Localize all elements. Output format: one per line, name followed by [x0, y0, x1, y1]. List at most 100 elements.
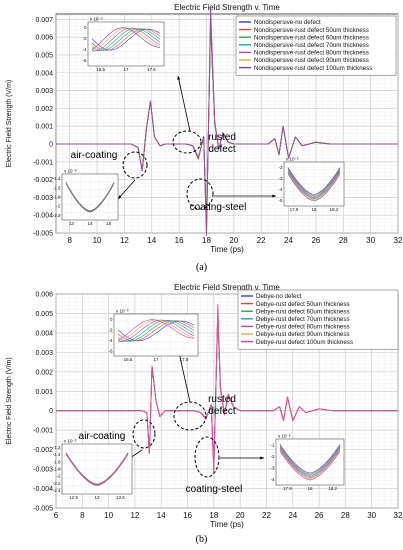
- inset-exponent: x 10⁻³: [278, 434, 291, 439]
- annotation-label: defect: [208, 144, 235, 155]
- inset-x-tick: 18: [311, 207, 317, 212]
- inset-series-line: [287, 170, 341, 199]
- inset-series-line: [91, 28, 161, 51]
- inset-y-tick: -2: [82, 36, 86, 41]
- inset-series-line: [91, 28, 161, 51]
- legend-label: Nondispersive-rust defect 70um thickness: [254, 42, 369, 49]
- legend-box: [235, 15, 397, 76]
- x-tick-label: 20: [229, 236, 238, 245]
- inset-series-line: [117, 320, 195, 342]
- annotation-label: rusted: [208, 394, 236, 405]
- x-tick-label: 18: [202, 236, 211, 245]
- inset-y-tick: -1: [270, 442, 274, 447]
- series-line: [56, 7, 398, 237]
- inset-y-tick: -3: [278, 176, 282, 181]
- inset-y-tick: -6: [82, 58, 86, 63]
- legend-label: Debye-rust defect 90um thickness: [256, 331, 350, 338]
- y-tick-label: -0.001: [33, 159, 53, 166]
- inset-series-line: [279, 447, 341, 477]
- y-tick-label: 0.002: [35, 369, 53, 376]
- inset-y-tick: -2: [56, 204, 60, 209]
- inset-series-line: [279, 450, 341, 480]
- legend-label: Debye-rust defect 70um thickness: [256, 316, 350, 323]
- x-tick-label: 24: [288, 511, 297, 520]
- y-tick-label: -0.002: [33, 177, 53, 184]
- inset-series-line: [65, 183, 115, 213]
- inset-series-line: [118, 319, 195, 342]
- inset-exponent: x 10⁻³: [286, 157, 299, 162]
- chart-panel-b: 6 8 10 12 14 16 18 20 22 24 26 28 30 32 0.006 0.005 0.00…: [0, 282, 403, 530]
- y-tick-label: 0.003: [35, 88, 53, 95]
- legend-label: Debye-no defect: [256, 293, 302, 300]
- chart-title: Electric Field Strength v. Time: [174, 283, 280, 292]
- inset-series-line: [117, 320, 195, 342]
- inset-series-line: [279, 446, 341, 476]
- inset-series-line: [117, 319, 195, 341]
- legend-label: Debye-rust defect 80um thickness: [256, 324, 350, 331]
- inset-series-line: [287, 171, 341, 200]
- legend-label: Nondispersive-rust defect 50um thickness: [254, 27, 369, 34]
- inset-y-tick: -2.2: [53, 213, 61, 218]
- inset-exponent: x 10⁻³: [64, 439, 77, 444]
- chart-b-svg: 6 8 10 12 14 16 18 20 22 24 26 28 30 32 0.006 0.005 0.00…: [6, 283, 403, 529]
- inset-y-tick: -1.6: [53, 185, 61, 190]
- x-tick-label: 28: [339, 236, 348, 245]
- x-tick-label: 20: [236, 511, 245, 520]
- inset-x-tick: 13: [94, 495, 100, 500]
- caption-b: (b): [195, 534, 208, 545]
- inset-y-tick: -6: [108, 348, 112, 353]
- inset-series-line: [65, 454, 129, 487]
- y-tick-label: 0.003: [35, 350, 53, 357]
- inset-y-tick: 0: [84, 25, 87, 30]
- highlight-ellipse: [186, 178, 214, 210]
- inset-y-tick: -5: [278, 198, 282, 203]
- inset-y-tick: -4: [108, 338, 112, 343]
- y-tick-label: 0.001: [35, 124, 53, 131]
- inset-y-tick: -2: [56, 474, 60, 479]
- legend-label: Debye-rust defect 100um thickness: [256, 339, 353, 346]
- inset-series-line: [279, 451, 341, 481]
- x-tick-label: 16: [183, 511, 192, 520]
- inset-series-line: [91, 27, 161, 50]
- inset-y-tick: -2: [270, 454, 274, 459]
- inset-exponent: x 10⁻³: [116, 309, 129, 314]
- inset-series-line: [91, 28, 161, 51]
- inset-series-line: [279, 448, 341, 478]
- inset-exponent: x 10⁻³: [64, 169, 77, 174]
- legend-box: [237, 289, 399, 350]
- y-tick-label: 0.005: [35, 52, 53, 59]
- chart-panel-a: 8 10 12 14 16 18 20 22 24 26 28 30 32 0.007 0.006 0.005…: [0, 0, 403, 262]
- arrow-head: [118, 195, 122, 199]
- legend-label: Nondispersive-rust defect 60um thickness: [254, 34, 369, 41]
- inset-series-line: [279, 444, 341, 474]
- x-tick-label: 26: [315, 511, 324, 520]
- inset-series-line: [287, 167, 341, 195]
- inset-x-tick: 18.2: [328, 486, 337, 491]
- legend-label: Nondispersive-rust defect 100um thicknes…: [254, 65, 372, 72]
- y-tick-label: -0.001: [33, 428, 53, 435]
- inset-y-tick: -2.4: [53, 488, 61, 493]
- annotation-arrow: [177, 75, 191, 132]
- x-tick-label: 6: [54, 511, 59, 520]
- inset-y-tick: -4: [278, 187, 282, 192]
- legend-label: Debye-rust defect 50um thickness: [256, 301, 350, 308]
- x-tick-label: 14: [147, 236, 156, 245]
- legend-label: Nondispersive-rust defect 90um thickness: [254, 57, 369, 64]
- inset-x-tick: 13: [69, 221, 75, 226]
- annotation-label: air-coating: [79, 431, 126, 442]
- inset-series-line: [287, 172, 341, 201]
- inset-series-line: [91, 28, 161, 52]
- inset-y-tick: -4: [270, 477, 274, 482]
- highlight-ellipse: [194, 436, 220, 478]
- inset-x-tick: 17: [123, 67, 129, 72]
- inset-x-tick: 14: [87, 221, 93, 226]
- inset-y-tick: -1.6: [53, 459, 61, 464]
- annotation-label: air-coating: [71, 150, 118, 161]
- y-axis-label: Electric Field Strength (V/m): [6, 357, 13, 445]
- y-tick-label: 0.005: [35, 311, 53, 318]
- x-tick-label: 22: [257, 236, 266, 245]
- x-tick-label: 14: [157, 511, 166, 520]
- x-tick-label: 30: [366, 236, 375, 245]
- y-tick-label: -0.003: [33, 467, 53, 474]
- arrow-head: [177, 76, 181, 80]
